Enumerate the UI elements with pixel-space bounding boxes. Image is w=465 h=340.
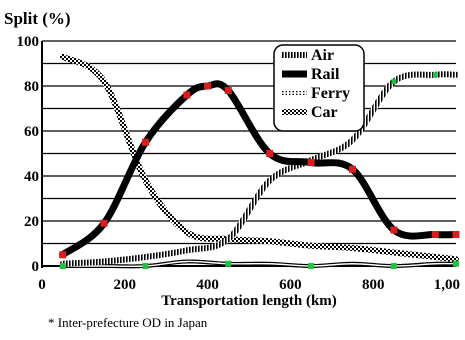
gridlines bbox=[42, 40, 456, 245]
ferry-marker bbox=[225, 260, 232, 267]
y-tick-label: 40 bbox=[24, 169, 39, 185]
legend-label-ferry: Ferry bbox=[311, 85, 350, 102]
ferry-marker bbox=[308, 263, 315, 269]
x-axis-title: Transportation length (km) bbox=[161, 293, 337, 309]
x-tick-label: 0 bbox=[38, 277, 46, 293]
rail-marker bbox=[224, 87, 232, 94]
series-air-line bbox=[59, 71, 459, 267]
series-ferry-line-core bbox=[62, 260, 457, 268]
ferry-marker bbox=[390, 263, 397, 269]
rail-marker bbox=[452, 231, 460, 238]
y-tick-label: 80 bbox=[24, 79, 39, 95]
ferry-marker bbox=[59, 263, 66, 269]
rail-marker bbox=[183, 91, 191, 99]
footnote: * Inter-prefecture OD in Japan bbox=[48, 315, 208, 330]
rail-marker bbox=[390, 226, 398, 234]
x-tick-label: 800 bbox=[362, 277, 385, 293]
y-tick-labels: 0 20 40 60 80 100 bbox=[17, 34, 40, 275]
rail-marker bbox=[100, 219, 108, 227]
rail-marker bbox=[266, 150, 274, 157]
x-tick-label: 600 bbox=[279, 277, 302, 293]
x-tick-label: 400 bbox=[196, 277, 219, 293]
x-tick-label: 1,00 bbox=[434, 277, 460, 293]
series-lines bbox=[59, 53, 460, 269]
air-marker bbox=[432, 72, 438, 78]
rail-marker bbox=[59, 251, 67, 259]
y-tick-label: 0 bbox=[32, 259, 40, 275]
ferry-marker bbox=[453, 260, 459, 267]
legend-label-car: Car bbox=[311, 104, 338, 121]
rail-marker bbox=[349, 165, 356, 173]
rail-marker bbox=[142, 138, 149, 146]
y-tick-label: 60 bbox=[24, 124, 39, 140]
legend-label-air: Air bbox=[311, 47, 334, 64]
series-car-line bbox=[59, 53, 459, 263]
rail-marker bbox=[307, 159, 315, 166]
x-tick-label: 200 bbox=[114, 277, 137, 293]
legend-label-rail: Rail bbox=[311, 66, 340, 83]
y-tick-label: 100 bbox=[17, 34, 40, 50]
ferry-marker bbox=[142, 263, 149, 269]
legend: Air Rail Ferry Car bbox=[273, 44, 365, 132]
series-markers bbox=[59, 72, 460, 269]
air-marker bbox=[391, 79, 397, 84]
y-tick-label: 20 bbox=[24, 214, 39, 230]
rail-marker bbox=[204, 82, 212, 90]
y-axis-title: Split (%) bbox=[4, 9, 71, 28]
x-tick-labels: 0 200 400 600 800 1,00 bbox=[38, 277, 460, 293]
rail-marker bbox=[431, 231, 439, 238]
